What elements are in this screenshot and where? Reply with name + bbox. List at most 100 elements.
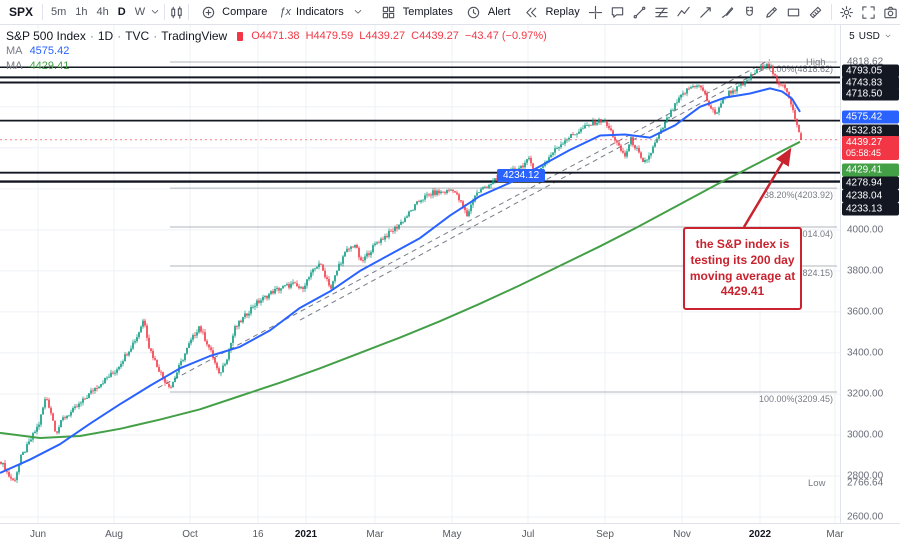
crosshair-tool-button[interactable] — [586, 2, 606, 22]
fib-level-label: 38.20%(4203.92) — [764, 190, 833, 200]
legend-change: −43.47 (−0.97%) — [464, 30, 547, 42]
price-badge: 4743.83 — [842, 76, 899, 90]
alert-button[interactable]: Alert — [459, 0, 516, 24]
price-badge: 4439.27 05:58:45 — [842, 135, 899, 160]
indicators-label: Indicators — [296, 6, 344, 18]
brush-tool-button[interactable] — [718, 2, 738, 22]
time-axis-label: Nov — [673, 529, 691, 540]
replay-label: Replay — [545, 6, 580, 18]
replay-icon — [521, 2, 541, 22]
toolbar-separator — [42, 4, 44, 20]
templates-grid-icon — [379, 2, 399, 22]
chart-type-candles-button[interactable] — [169, 2, 184, 22]
legend-low: L4439.27 — [359, 30, 406, 42]
toolbar-right-group: Publish — [586, 1, 900, 23]
legend-ma-fast-row[interactable]: MA 4575.42 — [6, 44, 547, 58]
indicators-button[interactable]: ƒx Indicators — [273, 0, 372, 24]
price-direction-icon — [237, 31, 244, 41]
toolbar-separator — [188, 4, 190, 20]
indicators-fx-icon: ƒx — [279, 6, 292, 18]
time-axis-label: Mar — [366, 529, 384, 540]
legend-high: H4479.59 — [305, 30, 354, 42]
price-badge: 4575.42 — [842, 110, 899, 124]
ma-fast-value: 4575.42 — [29, 45, 70, 57]
compare-button[interactable]: Compare — [193, 0, 272, 24]
price-axis-label: 3800.00 — [847, 265, 884, 277]
fib-level-label: 0.00%(4818.62) — [769, 64, 833, 74]
time-axis-label: 16 — [252, 529, 264, 540]
replay-button[interactable]: Replay — [516, 0, 584, 24]
legend-open: O4471.38 — [251, 30, 300, 42]
trend-arrow-tool-button[interactable] — [696, 2, 716, 22]
legend-exchange: TVC — [125, 29, 150, 43]
legend-ma-slow-row[interactable]: MA 4429.41 — [6, 59, 547, 73]
toolbar-separator — [830, 4, 832, 20]
fib-retracement-tool-button[interactable] — [652, 2, 672, 22]
chevron-down-icon — [885, 34, 891, 38]
time-axis-label: Aug — [105, 529, 123, 540]
currency-unit: USD — [858, 30, 880, 42]
price-axis-label: 4000.00 — [847, 224, 884, 236]
legend-close: C4439.27 — [411, 30, 459, 42]
ma-200-line[interactable] — [0, 140, 801, 440]
time-axis-label: Jul — [521, 529, 535, 540]
settings-gear-icon[interactable] — [837, 2, 857, 22]
currency-selector[interactable]: 5 USD — [843, 28, 898, 44]
alert-clock-icon — [464, 2, 484, 22]
price-badge: 4793.05 — [842, 64, 899, 78]
magnet-tool-button[interactable] — [740, 2, 760, 22]
ma-50-line[interactable] — [0, 87, 801, 474]
timeframe-1d-button[interactable]: D — [117, 6, 126, 18]
ma-slow-label: MA — [6, 60, 23, 72]
trendline[interactable] — [157, 59, 771, 389]
chart-grid — [0, 25, 840, 523]
chart-legend: S&P 500 Index · 1D · TVC · TradingView O… — [6, 29, 547, 73]
fib-level-label: 100.00%(3209.45) — [759, 394, 833, 404]
ma-slow-value: 4429.41 — [29, 60, 70, 72]
price-badge: 4233.13 — [842, 202, 899, 216]
symbol-search-button[interactable]: SPX — [4, 3, 38, 21]
timeframe-1w-button[interactable]: W — [134, 6, 146, 18]
trendline[interactable] — [299, 65, 771, 321]
legend-brand: TradingView — [161, 29, 228, 43]
currency-value: 5 — [849, 30, 855, 42]
annotation-note[interactable]: the S&P index is testing its 200 day mov… — [683, 227, 802, 311]
price-axis-label: 2800.00 — [847, 470, 884, 482]
price-label-tag[interactable]: 4234.12 — [497, 169, 546, 183]
fullscreen-icon[interactable] — [859, 2, 879, 22]
timeframe-1h-button[interactable]: 1h — [75, 6, 88, 18]
timeframe-4h-button[interactable]: 4h — [96, 6, 109, 18]
ruler-tool-button[interactable] — [806, 2, 826, 22]
text-note-tool-button[interactable] — [608, 2, 628, 22]
price-axis[interactable]: 4818.62 4000.00 3800.00 3600.00 3400.00 3200.… — [840, 25, 900, 523]
time-axis-label: Sep — [596, 529, 614, 540]
rectangle-tool-button[interactable] — [784, 2, 804, 22]
trendline-tool-button[interactable] — [630, 2, 650, 22]
price-badge: 4429.41 — [842, 163, 899, 177]
toolbar-separator — [164, 4, 166, 20]
price-axis-label: 4818.62 — [847, 56, 884, 68]
time-axis[interactable]: Jun Aug Oct 16 2021 Mar May Jul Sep Nov 2022 Mar — [0, 523, 900, 546]
price-axis-label: 3000.00 — [847, 429, 884, 441]
alert-label: Alert — [487, 6, 511, 18]
price-axis-label: 3200.00 — [847, 388, 884, 400]
time-axis-label: May — [442, 529, 462, 540]
camera-snapshot-icon[interactable] — [881, 2, 900, 22]
pattern-tool-button[interactable] — [674, 2, 694, 22]
price-badge: 4238.04 — [842, 189, 899, 203]
pencil-tool-button[interactable] — [762, 2, 782, 22]
annotation-arrow[interactable] — [742, 147, 792, 228]
timeframe-chevron-down-icon[interactable] — [150, 2, 160, 22]
legend-symbol-row[interactable]: S&P 500 Index · 1D · TVC · TradingView O… — [6, 29, 547, 43]
price-axis-label: 3400.00 — [847, 347, 884, 359]
price-axis-label: 2766.64 — [847, 477, 884, 489]
templates-button[interactable]: Templates — [374, 0, 458, 24]
price-badge: 4278.94 — [842, 176, 899, 190]
ma-fast-label: MA — [6, 45, 23, 57]
main-chart[interactable]: 0.00%(4818.62)38.20%(4203.92)50.00%(4014… — [0, 25, 840, 523]
compare-plus-icon — [198, 2, 218, 22]
chevron-down-icon — [348, 2, 368, 22]
time-axis-label: Mar — [826, 529, 844, 540]
symbol-label: SPX — [9, 5, 34, 19]
timeframe-5m-button[interactable]: 5m — [51, 6, 67, 18]
